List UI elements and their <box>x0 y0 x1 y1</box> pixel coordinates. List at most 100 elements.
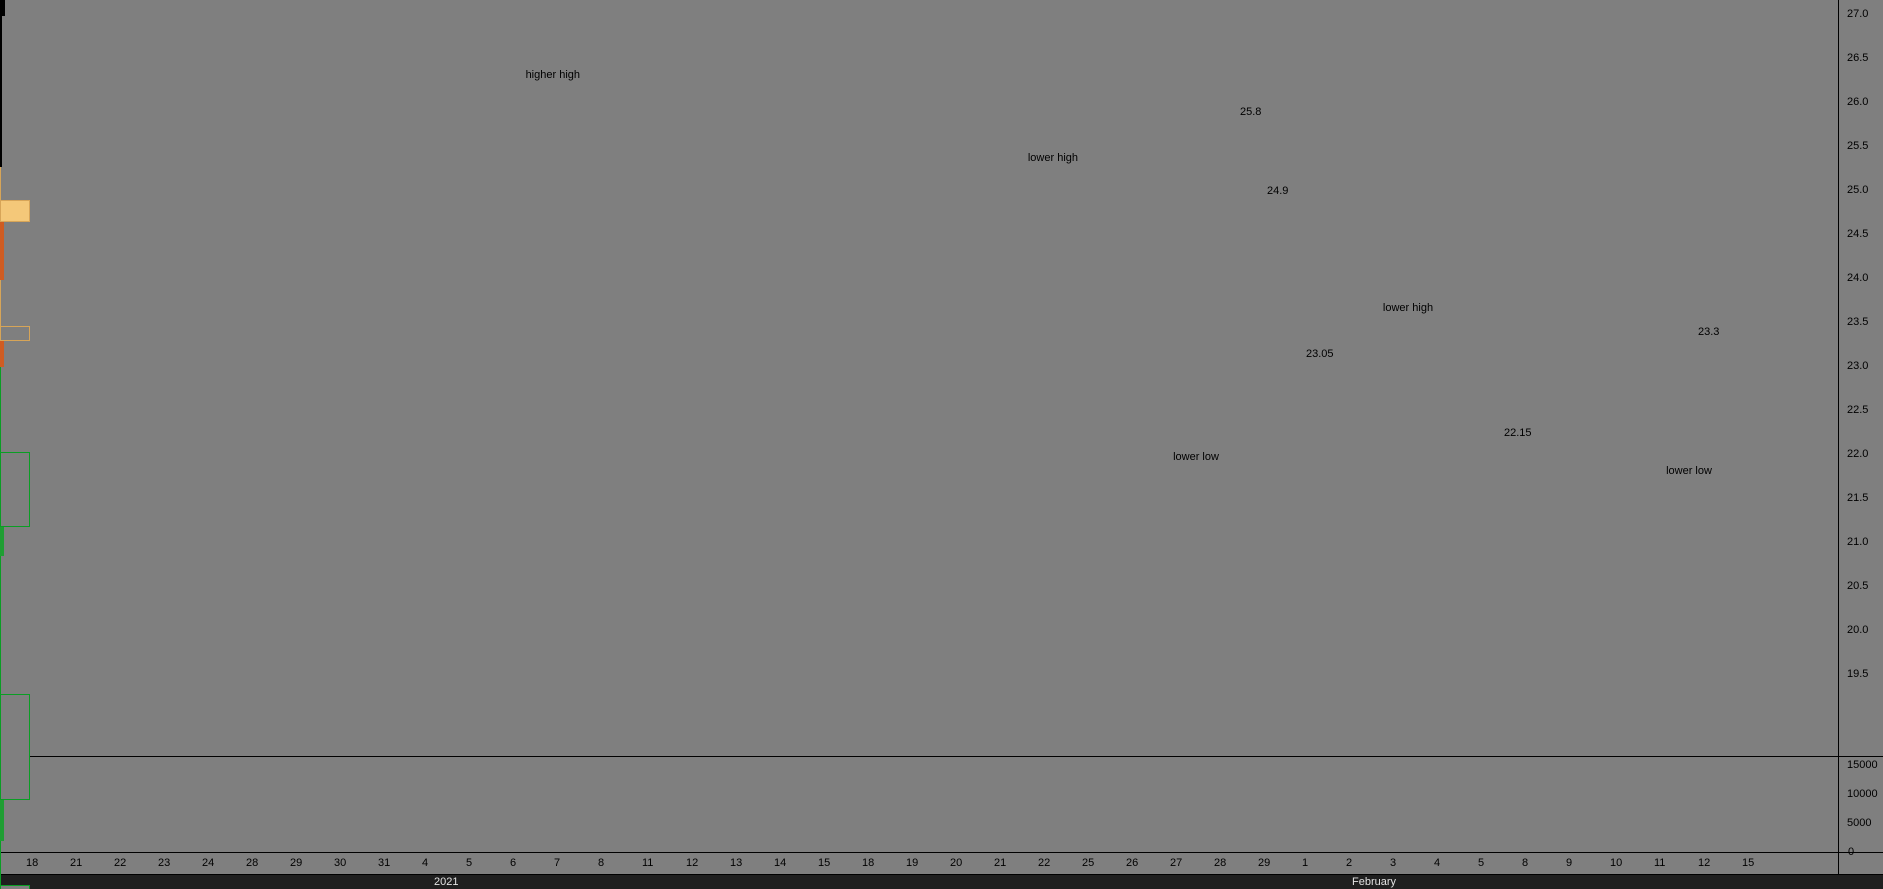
price-axis-tick <box>0 10 5 11</box>
price-axis-label: 25.5 <box>1847 140 1869 152</box>
price-axis-minor-tick <box>0 155 2 156</box>
price-axis-minor-tick <box>0 101 2 102</box>
price-axis-minor-tick <box>0 28 2 29</box>
price-axis-minor-tick <box>0 112 2 113</box>
price-axis-minor-tick <box>0 130 2 131</box>
volume-zero-label: 0 <box>1848 846 1855 858</box>
price-axis-minor-tick <box>0 33 2 34</box>
price-axis-minor-tick <box>0 136 2 137</box>
volume-bar <box>0 341 4 367</box>
price-axis-minor-tick <box>0 86 2 87</box>
price-axis-minor-tick <box>0 60 2 61</box>
price-axis-minor-tick <box>0 16 2 17</box>
date-label: 13 <box>730 857 743 869</box>
date-label: 15 <box>1742 857 1755 869</box>
candle[interactable] <box>0 885 30 889</box>
candle-wick <box>0 841 1 885</box>
price-axis-minor-tick <box>0 148 2 149</box>
price-axis-tick <box>0 9 5 10</box>
price-axis-label: 19.5 <box>1847 668 1869 680</box>
price-axis-tick <box>0 12 5 13</box>
price-axis-minor-tick <box>0 140 2 141</box>
candle[interactable] <box>0 452 30 527</box>
price-axis-minor-tick <box>0 128 2 129</box>
price-axis-minor-tick <box>0 109 2 110</box>
date-label: 7 <box>554 857 561 869</box>
price-axis-minor-tick <box>0 50 2 51</box>
date-label: 14 <box>774 857 787 869</box>
date-label: 6 <box>510 857 517 869</box>
axis-separator-line <box>1838 0 1839 874</box>
price-axis-minor-tick <box>0 79 2 80</box>
volume-separator[interactable] <box>0 852 1883 853</box>
date-label: 12 <box>1698 857 1711 869</box>
price-axis-minor-tick <box>0 65 2 66</box>
price-axis-minor-tick <box>0 47 2 48</box>
price-axis-minor-tick <box>0 163 2 164</box>
price-axis-tick <box>0 15 5 16</box>
price-axis-tick <box>0 1 5 2</box>
price-axis-minor-tick <box>0 89 2 90</box>
price-axis-minor-tick <box>0 45 2 46</box>
price-axis-minor-tick <box>0 118 2 119</box>
price-axis-minor-tick <box>0 56 2 57</box>
price-axis-minor-tick <box>0 161 2 162</box>
candle[interactable] <box>0 200 30 222</box>
date-label: 26 <box>1126 857 1139 869</box>
price-axis-minor-tick <box>0 17 2 18</box>
price-axis-minor-tick <box>0 51 2 52</box>
pane-separator[interactable] <box>0 756 1883 757</box>
date-label: 21 <box>70 857 83 869</box>
price-axis-minor-tick <box>0 29 2 30</box>
price-axis-minor-tick <box>0 87 2 88</box>
price-axis-minor-tick <box>0 18 2 19</box>
price-axis-minor-tick <box>0 139 2 140</box>
month-label: February <box>1352 876 1397 888</box>
price-axis-minor-tick <box>0 110 2 111</box>
level-label: 23.3 <box>1698 326 1720 338</box>
price-axis-minor-tick <box>0 122 2 123</box>
level-label: 23.05 <box>1306 348 1334 360</box>
price-axis-minor-tick <box>0 107 2 108</box>
price-axis-minor-tick <box>0 125 2 126</box>
price-axis-minor-tick <box>0 30 2 31</box>
price-axis-minor-tick <box>0 42 2 43</box>
price-axis-minor-tick <box>0 152 2 153</box>
price-axis-label: 20.0 <box>1847 624 1869 636</box>
price-axis-minor-tick <box>0 78 2 79</box>
price-axis-minor-tick <box>0 84 2 85</box>
price-axis-minor-tick <box>0 32 2 33</box>
date-label: 2 <box>1346 857 1353 869</box>
price-axis-tick <box>0 13 5 14</box>
price-axis-minor-tick <box>0 121 2 122</box>
price-axis-minor-tick <box>0 91 2 92</box>
date-label: 22 <box>1038 857 1051 869</box>
date-label: 23 <box>158 857 171 869</box>
price-axis-minor-tick <box>0 38 2 39</box>
price-axis-minor-tick <box>0 102 2 103</box>
price-axis-minor-tick <box>0 106 2 107</box>
price-axis-minor-tick <box>0 124 2 125</box>
price-axis-minor-tick <box>0 46 2 47</box>
price-axis-minor-tick <box>0 62 2 63</box>
price-axis-minor-tick <box>0 43 2 44</box>
candle[interactable] <box>0 326 30 341</box>
date-label: 1 <box>1302 857 1309 869</box>
price-axis-minor-tick <box>0 119 2 120</box>
price-axis-label: 27.0 <box>1847 8 1869 20</box>
price-axis-minor-tick <box>0 129 2 130</box>
date-label: 29 <box>1258 857 1271 869</box>
candle-wick <box>0 280 1 326</box>
price-axis-minor-tick <box>0 93 2 94</box>
price-axis-minor-tick <box>0 156 2 157</box>
price-axis-minor-tick <box>0 35 2 36</box>
candle[interactable] <box>0 694 30 800</box>
price-axis-tick <box>0 6 5 7</box>
volume-bar <box>0 800 4 841</box>
price-axis-minor-tick <box>0 153 2 154</box>
candle-wick <box>0 556 1 694</box>
date-label: 31 <box>378 857 391 869</box>
price-axis-tick <box>0 14 5 15</box>
